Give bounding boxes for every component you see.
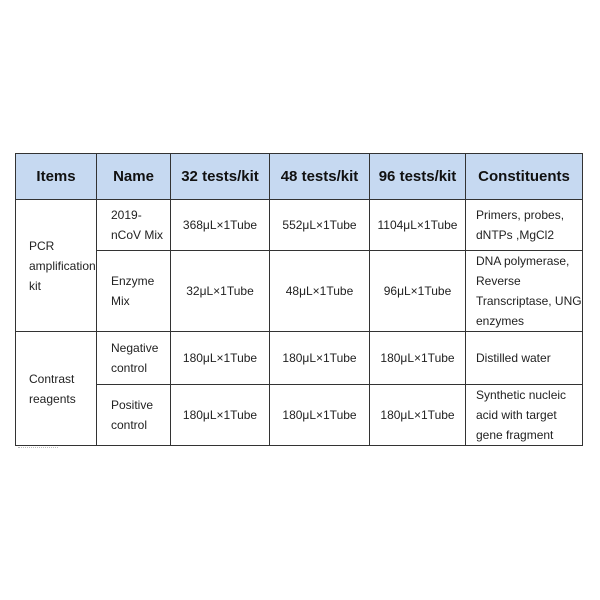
cell-32: 180μL×1Tube	[170, 331, 270, 385]
table-row: Positive control 180μL×1Tube 180μL×1Tube…	[16, 384, 583, 446]
cell-48: 552μL×1Tube	[269, 199, 370, 251]
item-cell: Contrast reagents	[15, 331, 97, 446]
table-row: Contrast reagents Negative control 180μL…	[15, 331, 583, 446]
cell-48: 180μL×1Tube	[269, 331, 370, 385]
header-items: Items	[15, 153, 97, 200]
name-cell: Enzyme Mix	[96, 250, 171, 332]
cell-96: 1104μL×1Tube	[369, 199, 466, 251]
cell-32: 180μL×1Tube	[170, 384, 270, 446]
cell-32: 32μL×1Tube	[170, 250, 270, 332]
cell-48: 180μL×1Tube	[269, 384, 370, 446]
header-48-tests: 48 tests/kit	[269, 153, 370, 200]
name-cell: Positive control	[96, 384, 171, 446]
cell-96: 96μL×1Tube	[369, 250, 466, 332]
name-cell: Negative control	[96, 331, 171, 385]
constituents-cell: DNA polymerase, Reverse Transcriptase, U…	[465, 250, 583, 332]
header-constituents: Constituents	[465, 153, 583, 200]
kit-components-table: Items Name 32 tests/kit 48 tests/kit 96 …	[15, 153, 583, 446]
truncated-note-mark	[18, 447, 58, 451]
constituents-cell: Distilled water	[465, 331, 583, 385]
item-cell: PCR amplification kit	[15, 199, 97, 332]
header-row: Items Name 32 tests/kit 48 tests/kit 96 …	[15, 153, 583, 200]
cell-48: 48μL×1Tube	[269, 250, 370, 332]
cell-96: 180μL×1Tube	[369, 331, 466, 385]
table-row: PCR amplification kit 2019-nCoV Mix 368μ…	[15, 199, 583, 332]
cell-32: 368μL×1Tube	[170, 199, 270, 251]
header-96-tests: 96 tests/kit	[369, 153, 466, 200]
table-row: Enzyme Mix 32μL×1Tube 48μL×1Tube 96μL×1T…	[16, 250, 583, 332]
constituents-cell: Primers, probes, dNTPs ,MgCl2	[465, 199, 583, 251]
cell-96: 180μL×1Tube	[369, 384, 466, 446]
name-cell: 2019-nCoV Mix	[96, 199, 171, 251]
constituents-cell: Synthetic nucleic acid with target gene …	[465, 384, 583, 446]
header-name: Name	[96, 153, 171, 200]
header-32-tests: 32 tests/kit	[170, 153, 270, 200]
